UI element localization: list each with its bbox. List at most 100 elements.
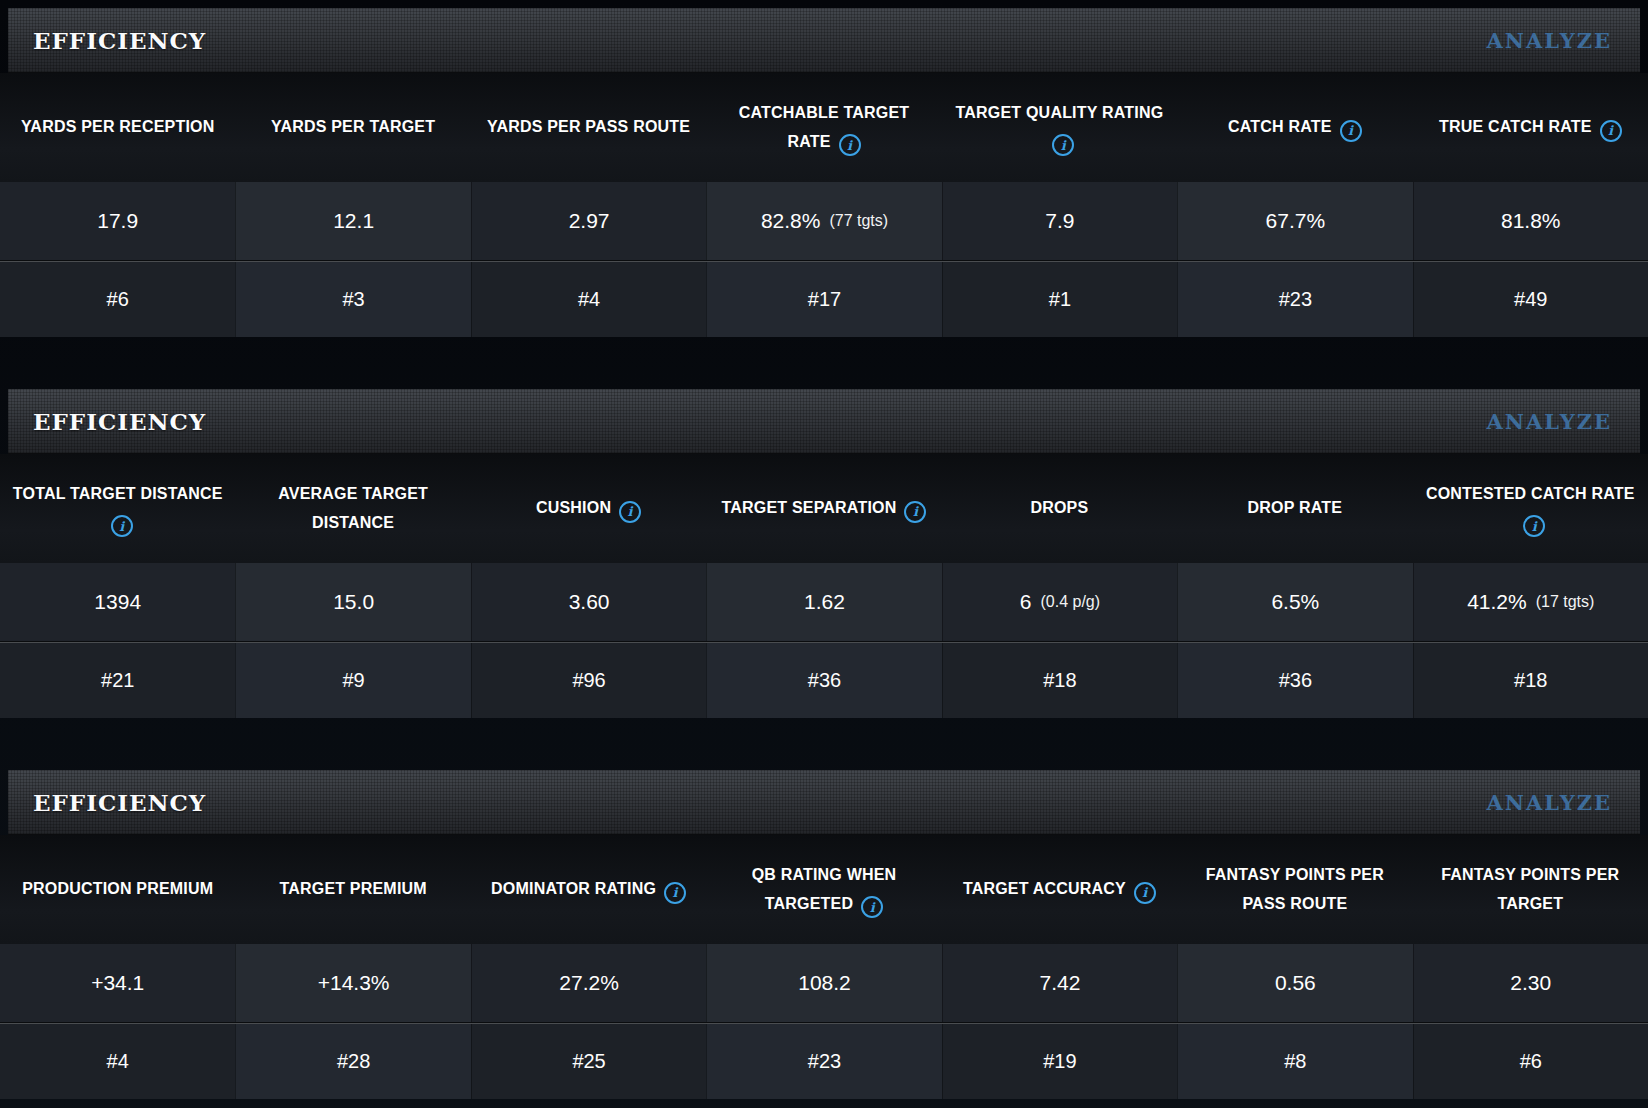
stat-rank-cell: #36 [1177,643,1412,718]
stat-value: 7.42 [1039,971,1080,995]
column-headers-row: YARDS PER RECEPTION YARDS PER TARGET YARDS… [0,73,1648,182]
column-label: TRUE CATCH RATE [1439,118,1592,135]
stat-rank: #17 [808,288,841,311]
info-icon-glyph: i [1608,124,1613,137]
stat-rank-cell: #6 [0,262,235,337]
stat-value-cell: 67.7% [1177,182,1412,260]
stat-rank-cell: #1 [942,262,1177,337]
values-row: 139415.03.601.626(0.4 p/g)6.5%41.2%(17 t… [0,563,1648,642]
stat-value-cell: 2.97 [471,182,706,260]
stat-rank: #23 [1279,288,1312,311]
stat-rank-cell: #21 [0,643,235,718]
column-label: FANTASY POINTS PER PASS ROUTE [1206,866,1384,912]
stat-value: 27.2% [559,971,619,995]
info-icon[interactable]: i [619,501,641,523]
column-label: FANTASY POINTS PER TARGET [1441,866,1619,912]
stat-rank: #25 [572,1050,605,1073]
stat-rank: #8 [1284,1050,1306,1073]
info-icon-glyph: i [1061,139,1066,152]
stat-value-cell: 3.60 [471,563,706,641]
column-header: TARGET QUALITY RATINGi [942,73,1177,182]
stat-value-cell: +34.1 [0,944,235,1022]
column-header-inner: TRUE CATCH RATE i [1439,113,1622,142]
values-row: 17.912.12.9782.8%(77 tgts)7.967.7%81.8% [0,182,1648,261]
stat-rank: #18 [1514,669,1547,692]
stat-rank-cell: #3 [235,262,470,337]
stat-value: 0.56 [1275,971,1316,995]
stat-rank-cell: #18 [1413,643,1648,718]
stat-value-cell: 12.1 [235,182,470,260]
stat-value-cell: 15.0 [235,563,470,641]
column-header-inner: FANTASY POINTS PER PASS ROUTE [1186,861,1403,919]
stat-value: 82.8% [761,209,821,233]
column-label: TARGET PREMIUM [279,880,426,897]
info-icon-glyph: i [672,886,677,899]
column-header-inner: CATCH RATEi [1228,113,1362,142]
stat-value-cell: +14.3% [235,944,470,1022]
info-icon[interactable]: i [111,515,133,537]
stat-value-cell: 27.2% [471,944,706,1022]
info-icon[interactable]: i [1600,120,1622,142]
column-header: TARGET SEPARATIONi [706,454,941,563]
analyze-link[interactable]: ANALYZE [1486,409,1612,434]
stat-value: 81.8% [1501,209,1561,233]
info-icon[interactable]: i [861,896,883,918]
column-header: YARDS PER TARGET [235,73,470,182]
stat-rank: #28 [337,1050,370,1073]
stat-rank: #21 [101,669,134,692]
column-header-inner: DROP RATE [1248,494,1343,523]
stat-value-cell: 81.8% [1413,182,1648,260]
column-label: YARDS PER PASS ROUTE [487,118,690,135]
stat-rank: #9 [343,669,365,692]
stat-rank: #4 [107,1050,129,1073]
stat-rank: #18 [1043,669,1076,692]
info-icon[interactable]: i [1052,134,1074,156]
column-header: FANTASY POINTS PER TARGET [1413,835,1648,944]
column-label: YARDS PER RECEPTION [21,118,214,135]
column-header: FANTASY POINTS PER PASS ROUTE [1177,835,1412,944]
info-icon[interactable]: i [1340,120,1362,142]
stat-value: 2.30 [1510,971,1551,995]
efficiency-section: EFFICIENCY ANALYZE TOTAL TARGET DISTANCE… [0,389,1648,718]
analyze-link[interactable]: ANALYZE [1486,790,1612,815]
column-label: CONTESTED CATCH RATE [1426,485,1635,502]
info-icon[interactable]: i [664,882,686,904]
stat-value-note: (0.4 p/g) [1040,593,1100,611]
stat-rank-cell: #96 [471,643,706,718]
column-header-inner: PRODUCTION PREMIUM [22,875,213,904]
section-title: EFFICIENCY [33,27,206,54]
column-label: CATCHABLE TARGET RATE [739,104,910,150]
stat-rank-cell: #9 [235,643,470,718]
stat-rank: #4 [578,288,600,311]
info-icon-glyph: i [1142,886,1147,899]
stat-value-cell: 17.9 [0,182,235,260]
analyze-link[interactable]: ANALYZE [1486,28,1612,53]
column-header-inner: YARDS PER PASS ROUTE [487,113,690,142]
stat-rank-cell: #4 [0,1024,235,1099]
column-header-inner: DROPS [1030,494,1088,523]
stat-value-cell: 1394 [0,563,235,641]
column-header-inner: TARGET PREMIUM [279,875,426,904]
info-icon-glyph: i [119,520,124,533]
column-header-inner: QB RATING WHEN TARGETEDi [715,861,932,919]
stat-rank: #1 [1049,288,1071,311]
stat-rank: #96 [572,669,605,692]
column-header: DROP RATE [1177,454,1412,563]
column-header: AVERAGE TARGET DISTANCE [235,454,470,563]
stat-value: +34.1 [91,971,144,995]
column-label: TARGET ACCURACY [963,880,1126,897]
stat-value-cell: 6.5% [1177,563,1412,641]
column-label: DOMINATOR RATING [491,880,656,897]
ranks-row: #6#3#4#17#1#23#49 [0,261,1648,337]
info-icon-glyph: i [628,505,633,518]
info-icon[interactable]: i [1134,882,1156,904]
stat-rank-cell: #17 [706,262,941,337]
column-header: QB RATING WHEN TARGETEDi [706,835,941,944]
stat-rank: #36 [808,669,841,692]
info-icon[interactable]: i [839,134,861,156]
stat-value-cell: 0.56 [1177,944,1412,1022]
stat-value-cell: 82.8%(77 tgts) [706,182,941,260]
info-icon[interactable]: i [904,501,926,523]
info-icon[interactable]: i [1523,515,1545,537]
stat-value: 41.2% [1467,590,1527,614]
